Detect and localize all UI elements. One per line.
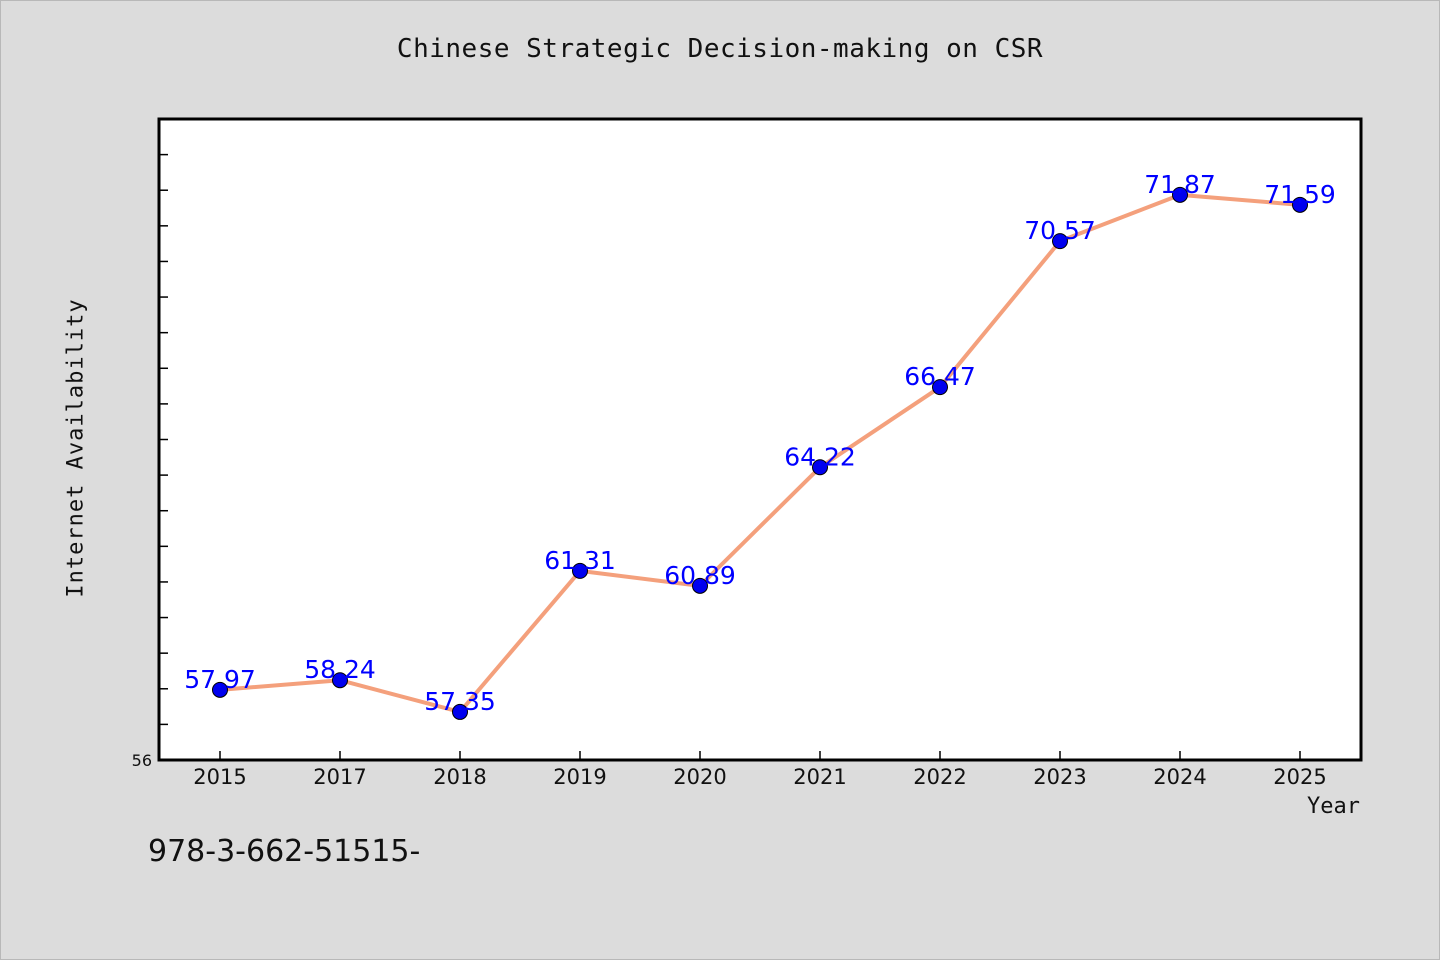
x-tick-label: 2015: [193, 765, 246, 789]
data-point: [1292, 196, 1308, 213]
data-point: [572, 562, 588, 579]
x-axis-label: Year: [1307, 794, 1360, 819]
x-tick-label: 2021: [793, 765, 846, 789]
data-label: 64.22: [784, 442, 856, 471]
data-label: 70.57: [1024, 216, 1096, 245]
y-tick-label: 56: [132, 751, 152, 770]
data-point: [452, 703, 468, 720]
data-point: [692, 577, 708, 594]
data-label: 71.59: [1264, 180, 1336, 209]
x-tick-label: 2023: [1033, 765, 1086, 789]
data-point: [812, 459, 828, 476]
x-tick-label: 2017: [313, 765, 366, 789]
data-point: [932, 379, 948, 396]
series-line-group: [219, 192, 1301, 714]
x-tick-label: 2018: [433, 765, 486, 789]
data-label: 71.87: [1144, 170, 1216, 199]
footer-code: 978-3-662-51515-: [148, 834, 421, 869]
series-line: [219, 192, 1301, 714]
data-point: [212, 681, 228, 698]
x-tick-label: 2020: [673, 765, 726, 789]
markers-group: [212, 186, 1308, 720]
data-label: 60.89: [664, 561, 736, 590]
x-tick-label: 2019: [553, 765, 606, 789]
data-label: 66.47: [904, 362, 976, 391]
y-axis-ticks: [159, 153, 168, 726]
plot-area: [157, 117, 1363, 762]
x-tick-label: 2022: [913, 765, 966, 789]
x-tick-label: 2024: [1153, 765, 1206, 789]
data-labels-group: 57.97 58.24 57.35 61.31 60.89 64.22 66.47 70.57…: [184, 170, 1336, 716]
chart-title: Chinese Strategic Decision-making on CSR: [396, 34, 1044, 64]
data-point: [1052, 233, 1068, 250]
data-label: 57.35: [424, 687, 496, 716]
data-label: 57.97: [184, 665, 256, 694]
data-label: 58.24: [304, 655, 376, 684]
data-label: 61.31: [544, 546, 616, 575]
x-tick-label: 2025: [1273, 765, 1326, 789]
data-point: [1172, 186, 1188, 203]
data-point: [332, 672, 348, 689]
x-axis-ticks: 2015 2017 2018 2019 2020 2021 2022 2023 2024 2025: [193, 751, 1327, 789]
